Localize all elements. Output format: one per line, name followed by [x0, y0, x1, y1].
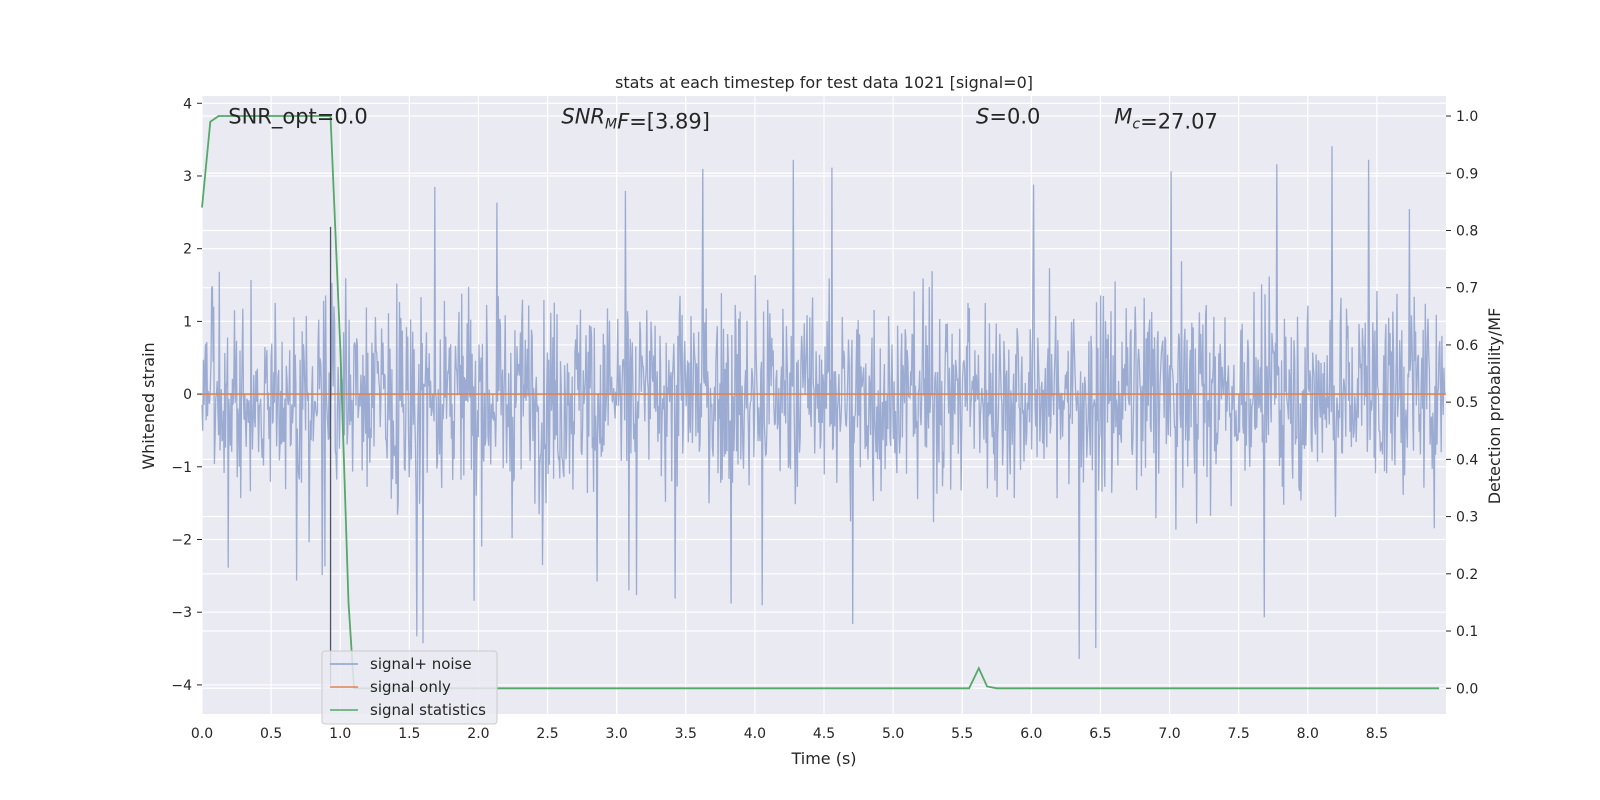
x-axis-label: Time (s)	[790, 749, 856, 768]
annotation-2: S=0.0	[976, 104, 1040, 128]
left-y-tick-label: −1	[171, 460, 192, 476]
left-y-tick-label: 3	[183, 169, 192, 185]
left-y-axis-label: Whitened strain	[139, 342, 158, 469]
signal-noise-path	[201, 146, 1446, 660]
right-y-tick-label: 0.4	[1456, 452, 1478, 468]
signal-noise-series	[201, 146, 1446, 660]
signal-statistics-series	[201, 115, 1440, 690]
x-tick-label: 1.0	[329, 726, 351, 742]
x-tick-label: 6.5	[1089, 726, 1111, 742]
legend-entry-statistics: signal statistics	[370, 701, 486, 719]
x-tick-label: 6.0	[1020, 726, 1042, 742]
right-y-tick-label: 1.0	[1456, 109, 1478, 125]
annotation-1: SNRMF=[3.89]	[561, 104, 710, 133]
right-y-tick-label: 0.9	[1456, 166, 1478, 182]
chart-title: stats at each timestep for test data 102…	[615, 73, 1033, 92]
annotations: SNR_opt=0.0 SNRMF=[3.89] S=0.0 Mc=27.07	[228, 104, 1218, 133]
legend-entry-signal-only: signal only	[370, 678, 451, 696]
left-y-tick-labels: 4 3 2 1 0 −1 −2 −3 −4	[171, 96, 202, 694]
left-y-tick-label: −2	[171, 533, 192, 549]
x-tick-label: 0.5	[260, 726, 282, 742]
x-tick-label: 5.0	[882, 726, 904, 742]
right-y-tick-label: 0.0	[1456, 681, 1478, 697]
left-y-tick-label: 0	[183, 387, 192, 403]
left-y-tick-label: 4	[183, 96, 192, 112]
x-tick-label: 3.0	[606, 726, 628, 742]
right-y-tick-labels: 1.0 0.9 0.8 0.7 0.6 0.5 0.4 0.3 0.2 0.1 0.0	[1446, 109, 1478, 697]
right-y-tick-label: 0.2	[1456, 567, 1478, 583]
legend-box	[321, 650, 498, 725]
x-tick-label: 2.5	[536, 726, 558, 742]
right-y-axis-label: Detection probability/MF	[1485, 308, 1504, 505]
right-y-tick-label: 0.5	[1456, 395, 1478, 411]
x-tick-label: 7.0	[1158, 726, 1180, 742]
left-y-tick-label: 2	[183, 242, 192, 258]
x-tick-label: 4.0	[744, 726, 766, 742]
x-tick-label: 5.5	[951, 726, 973, 742]
x-tick-label: 4.5	[813, 726, 835, 742]
left-y-tick-label: −4	[171, 678, 192, 694]
left-y-tick-label: 1	[183, 314, 192, 330]
annotation-0: SNR_opt=0.0	[228, 104, 368, 129]
annotation-3: Mc=27.07	[1114, 104, 1218, 133]
x-tick-label: 8.0	[1297, 726, 1319, 742]
right-y-tick-label: 0.1	[1456, 624, 1478, 640]
x-tick-label: 2.0	[467, 726, 489, 742]
x-tick-labels: 0.0 0.5 1.0 1.5 2.0 2.5 3.0 3.5 4.0 4.5 5.0 5.5 6.0 6…	[191, 726, 1388, 742]
right-y-tick-label: 0.6	[1456, 338, 1478, 354]
legend-entry-noise: signal+ noise	[370, 655, 472, 673]
right-y-tick-label: 0.7	[1456, 281, 1478, 297]
x-tick-label: 3.5	[675, 726, 697, 742]
right-y-tick-label: 0.3	[1456, 510, 1478, 526]
left-y-tick-label: −3	[171, 605, 192, 621]
x-tick-label: 0.0	[191, 726, 213, 742]
legend: signal+ noise signal only signal statist…	[321, 650, 498, 725]
x-tick-label: 8.5	[1366, 726, 1388, 742]
right-y-tick-label: 0.8	[1456, 223, 1478, 239]
x-tick-label: 7.5	[1228, 726, 1250, 742]
x-tick-label: 1.5	[398, 726, 420, 742]
